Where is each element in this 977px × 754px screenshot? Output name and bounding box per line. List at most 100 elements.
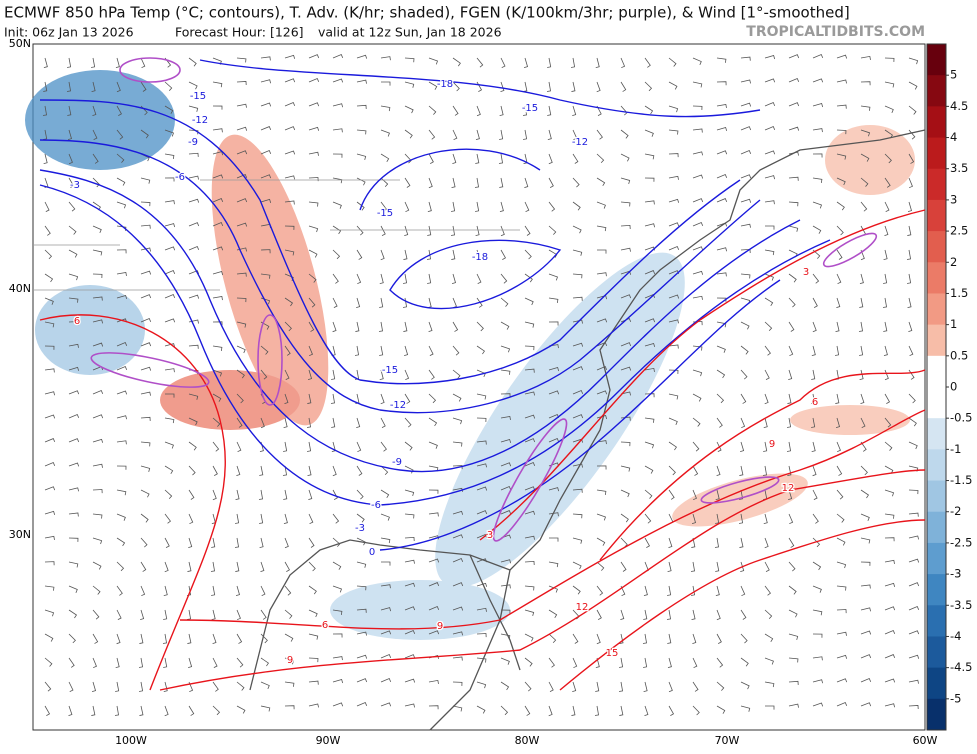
wind-barb <box>428 489 439 494</box>
wind-barb <box>260 249 271 254</box>
wind-barb <box>860 513 870 521</box>
lon-label: 60W <box>913 734 938 747</box>
wind-barb <box>140 247 151 252</box>
wind-barb <box>140 129 149 139</box>
contour-label: -12 <box>390 400 406 411</box>
wind-barb <box>596 366 608 371</box>
wind-barb <box>523 57 529 69</box>
wind-barb <box>692 705 700 716</box>
wind-barb <box>764 126 776 131</box>
wind-barb <box>740 561 745 573</box>
wind-barb <box>283 513 288 525</box>
wind-barb <box>476 57 484 68</box>
wind-barb <box>836 273 842 285</box>
wind-barb <box>596 537 606 546</box>
wind-barb <box>163 657 168 668</box>
wind-barb <box>140 317 152 323</box>
wind-barb <box>836 609 847 614</box>
colorbar-band <box>927 231 946 263</box>
isotherm <box>479 209 926 541</box>
wind-barb <box>668 105 679 113</box>
wind-barb <box>811 345 816 357</box>
contour-label: 6 <box>74 316 80 327</box>
wind-barb <box>92 561 102 570</box>
wind-barb <box>644 367 655 373</box>
wind-barb <box>570 57 576 68</box>
wind-barb <box>692 221 704 227</box>
wind-barb <box>427 273 432 284</box>
wind-barb <box>116 585 123 596</box>
wind-barb <box>860 702 872 707</box>
wind-barb <box>452 345 460 356</box>
wind-barb <box>500 462 512 467</box>
wind-barb <box>260 102 272 107</box>
wind-barb <box>859 273 864 285</box>
wind-barb <box>379 273 384 285</box>
wind-barb <box>116 249 127 254</box>
wind-barb <box>883 345 888 357</box>
wind-barb <box>140 489 150 498</box>
wind-barb <box>644 318 656 323</box>
wind-barb <box>284 101 296 107</box>
wind-barb <box>716 297 727 302</box>
wind-barb <box>572 463 583 468</box>
wind-barb <box>380 56 391 61</box>
wind-barb <box>692 174 704 179</box>
wind-barb <box>284 200 295 205</box>
wind-barb <box>452 369 461 379</box>
isotherm <box>159 469 926 691</box>
wind-barb <box>836 297 841 309</box>
wind-barb <box>91 81 96 92</box>
wind-barb <box>356 177 366 186</box>
wind-barb <box>284 345 291 356</box>
wind-barb <box>500 57 506 69</box>
wind-barb <box>260 174 272 179</box>
wind-barb <box>692 105 703 110</box>
wind-barb <box>236 150 248 155</box>
isotherm <box>39 184 831 506</box>
wind-barb <box>668 681 673 693</box>
colorbar-band <box>927 449 946 482</box>
colorbar-band <box>927 324 946 357</box>
isotherm <box>599 369 926 561</box>
wind-barb <box>812 153 823 158</box>
wind-barb <box>908 153 915 164</box>
isotherm <box>379 279 781 551</box>
wind-barb <box>764 321 773 332</box>
wind-barb <box>236 369 245 379</box>
wind-barb <box>139 633 144 644</box>
wind-barb <box>187 633 192 644</box>
wind-barb <box>308 703 319 708</box>
wind-barb <box>428 369 435 380</box>
wind-barb <box>596 201 606 209</box>
colorbar-tick-label: -3 <box>950 567 961 581</box>
wind-barb <box>428 105 437 115</box>
wind-barb <box>524 177 529 189</box>
wind-barb <box>164 129 174 137</box>
wind-barb <box>355 321 360 332</box>
wind-barb <box>644 200 655 205</box>
lat-label: 40N <box>9 282 31 295</box>
wind-barb <box>859 345 864 356</box>
wind-barb <box>116 105 122 116</box>
cold-isotherms <box>39 59 831 551</box>
wind-barb <box>308 345 313 357</box>
wind-barb <box>524 461 536 467</box>
wind-barb <box>428 81 438 90</box>
wind-barb <box>188 489 195 500</box>
wind-barb <box>43 81 48 92</box>
wind-barb <box>188 344 199 349</box>
wind-barb <box>716 657 724 668</box>
wind-barb <box>380 654 392 659</box>
colorbar-tick-label: 1.5 <box>950 286 968 300</box>
wind-barb <box>212 105 223 110</box>
colorbar-band <box>927 387 946 419</box>
wind-barb <box>68 321 79 326</box>
wind-barb <box>212 657 218 669</box>
wind-barb <box>44 486 56 491</box>
wind-barb <box>668 417 678 426</box>
wind-barb <box>620 416 631 421</box>
wind-barb <box>44 391 56 396</box>
wind-barb <box>572 537 583 544</box>
wind-barb <box>908 105 917 115</box>
